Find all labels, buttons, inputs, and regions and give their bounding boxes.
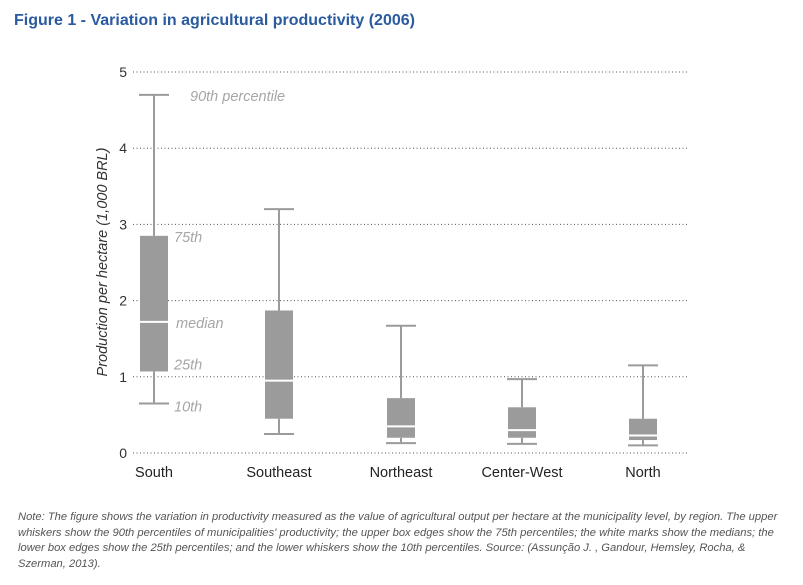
box-north [628, 364, 658, 447]
iqr-box [265, 310, 293, 419]
category-label-northeast: Northeast [370, 465, 433, 481]
y-axis-ticks: 0 1 2 3 4 5 [119, 64, 127, 461]
box-northeast [386, 324, 416, 445]
annotation-90th: 90th percentile [190, 89, 285, 105]
box-southeast [264, 208, 294, 435]
y-tick-label-5: 5 [119, 64, 127, 80]
category-label-south: South [135, 465, 173, 481]
annotation-25th: 25th [173, 357, 202, 373]
y-axis-title: Production per hectare (1,000 BRL) [95, 148, 111, 377]
y-tick-label-2: 2 [119, 293, 127, 309]
annotation-median: median [176, 316, 224, 332]
box-south [139, 93, 169, 405]
iqr-box [508, 407, 536, 438]
grid-lines [133, 71, 688, 454]
category-label-center-west: Center-West [481, 465, 562, 481]
percentile-annotations: 90th percentile 75th median 25th 10th [173, 89, 285, 416]
figure-note: Note: The figure shows the variation in … [18, 511, 778, 570]
iqr-box [387, 398, 415, 438]
y-tick-label-4: 4 [119, 140, 127, 156]
category-label-southeast: Southeast [246, 465, 311, 481]
box-center-west [507, 378, 537, 445]
boxplot-chart: 0 1 2 3 4 5 90th percentile 75th median 25th 10th… [95, 64, 688, 481]
y-tick-label-0: 0 [119, 445, 127, 461]
iqr-box [629, 418, 657, 441]
annotation-10th: 10th [174, 399, 202, 415]
annotation-75th: 75th [174, 230, 202, 246]
figure-title: Figure 1 - Variation in agricultural pro… [14, 12, 415, 29]
y-tick-label-1: 1 [119, 369, 127, 385]
box-series [139, 93, 658, 447]
y-tick-label-3: 3 [119, 216, 127, 232]
x-axis-categories: South Southeast Northeast Center-West North [135, 465, 661, 481]
iqr-box [140, 235, 168, 372]
category-label-north: North [625, 465, 660, 481]
